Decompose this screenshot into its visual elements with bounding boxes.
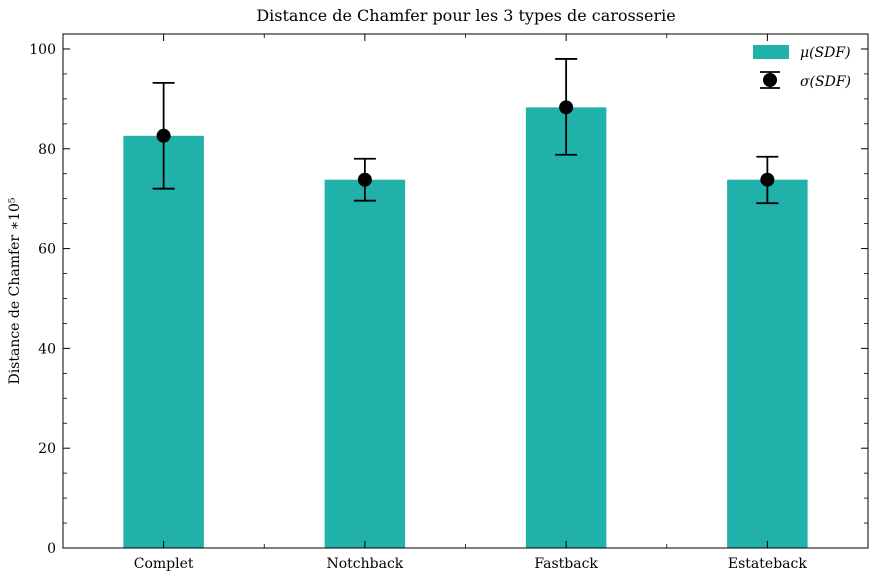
bar-complet — [123, 135, 204, 548]
legend-label-std: σ(SDF) — [800, 74, 851, 90]
y-axis-label: Distance de Chamfer ∗10⁵ — [7, 197, 23, 384]
chart-title: Distance de Chamfer pour les 3 types de … — [256, 6, 675, 25]
error-bars-layer — [152, 58, 779, 205]
bar-fastback — [525, 107, 607, 548]
legend: μ(SDF) σ(SDF) — [753, 45, 851, 90]
bar-notchback — [324, 179, 406, 549]
legend-marker-std — [763, 73, 777, 87]
x-tick-label-notchback: Notchback — [326, 556, 403, 572]
point-notchback — [357, 172, 372, 187]
legend-label-mean: μ(SDF) — [800, 45, 851, 61]
x-tick-label-fastback: Fastback — [534, 556, 598, 572]
x-tick-label-complet: Complet — [134, 556, 194, 572]
point-estateback — [760, 172, 775, 187]
bars-layer — [123, 107, 808, 549]
point-fastback — [559, 100, 574, 115]
y-tick-label: 40 — [38, 341, 56, 357]
y-tick-label: 100 — [29, 42, 56, 58]
point-complet — [156, 128, 171, 143]
y-tick-label: 0 — [47, 541, 56, 557]
bar-estateback — [727, 179, 808, 549]
x-tick-label-estateback: Estateback — [728, 556, 807, 572]
axes-layer: 0 20 40 60 80 100 Complet Notchback Fastback Esta… — [29, 33, 869, 572]
y-tick-label: 80 — [38, 142, 56, 158]
legend-swatch-mean — [753, 45, 789, 59]
y-tick-label: 60 — [38, 242, 56, 258]
y-tick-label: 20 — [38, 441, 56, 457]
